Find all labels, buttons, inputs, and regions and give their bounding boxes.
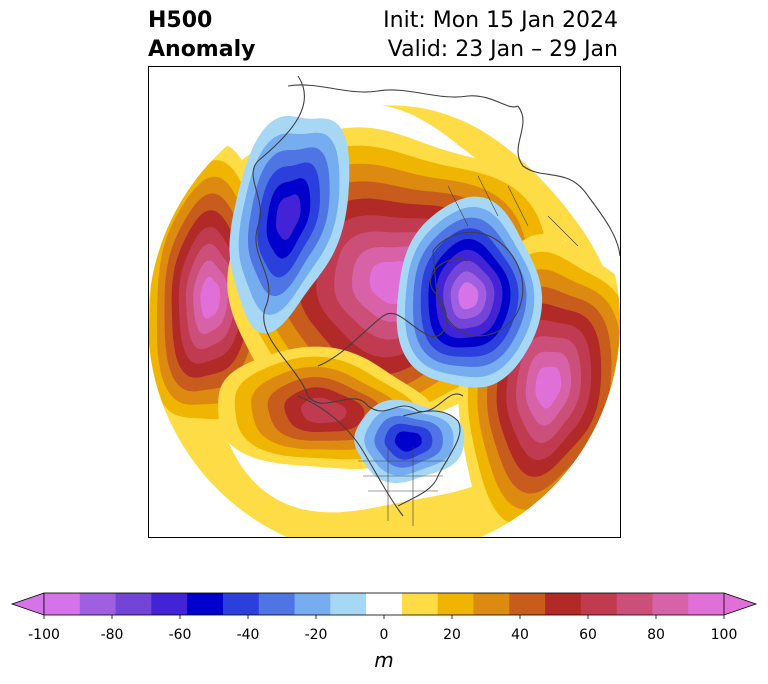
- colorbar-swatch: [509, 593, 546, 615]
- colorbar-swatch: [222, 593, 260, 615]
- colorbar-tick-label: 40: [511, 627, 529, 643]
- colorbar-label: m: [374, 648, 393, 672]
- colorbar-swatch: [652, 593, 689, 615]
- coastline-path: [287, 84, 519, 108]
- coastline-path: [252, 75, 464, 413]
- colorbar-swatches: [10, 592, 758, 616]
- colorbar-extend-low: [10, 592, 45, 616]
- coastlines: [252, 75, 621, 517]
- title-valid: Valid: 23 Jan – 29 Jan: [387, 37, 618, 62]
- coastline-path: [517, 105, 621, 257]
- title-variable: H500: [148, 8, 213, 33]
- political-borders: [358, 175, 579, 526]
- map-frame: [148, 66, 621, 538]
- colorbar-tick-label: 20: [443, 627, 461, 643]
- colorbar-tick-label: -100: [28, 627, 60, 643]
- negative-anomaly-us: [394, 431, 422, 452]
- colorbar-swatch: [366, 593, 403, 615]
- coastline-path: [432, 231, 524, 337]
- colorbar-tick-label: 80: [647, 627, 665, 643]
- negative-anomaly-siberia: [458, 282, 479, 310]
- coastline-path: [297, 395, 461, 517]
- colorbar-swatch: [545, 593, 582, 615]
- colorbar-swatch: [258, 593, 295, 615]
- colorbar-swatch: [330, 593, 367, 615]
- chart-title-left: H500 Anomaly: [148, 6, 255, 64]
- colorbar-tick-label: -80: [101, 627, 124, 643]
- colorbar-extend-high: [723, 592, 758, 616]
- colorbar-swatch: [616, 593, 653, 615]
- colorbar-swatch: [294, 593, 331, 615]
- colorbar-tick-label: 60: [579, 627, 597, 643]
- colorbar-swatch: [580, 593, 618, 615]
- colorbar-swatch: [151, 593, 188, 615]
- colorbar: -100 -80 -60 -40 -20 0 20 40 60 80 100 m: [10, 592, 758, 672]
- positive-anomaly-pacific: [200, 276, 221, 319]
- colorbar-tick-label: -40: [237, 627, 260, 643]
- colorbar-swatch: [115, 593, 152, 615]
- colorbar-tick-label: 0: [380, 627, 389, 643]
- chart-title-right: Init: Mon 15 Jan 2024 Valid: 23 Jan – 29…: [383, 6, 618, 64]
- colorbar-tick-label: -60: [169, 627, 192, 643]
- colorbar-swatch: [79, 593, 116, 615]
- colorbar-swatch: [473, 593, 510, 615]
- colorbar-swatch: [44, 593, 81, 615]
- colorbar-swatch: [688, 593, 725, 615]
- negative-anomaly-asia: [275, 194, 301, 240]
- colorbar-swatch: [187, 593, 224, 615]
- colorbar-swatch: [437, 593, 474, 615]
- positive-anomaly-atlantic: [535, 366, 562, 409]
- colorbar-tick-label: -20: [305, 627, 328, 643]
- border-path: [358, 446, 448, 526]
- coastline-path: [317, 258, 469, 367]
- colorbar-tick-label: 100: [711, 627, 738, 643]
- border-path: [447, 175, 579, 247]
- title-field: Anomaly: [148, 37, 256, 62]
- title-init: Init: Mon 15 Jan 2024: [383, 8, 618, 33]
- colorbar-ticks: -100 -80 -60 -40 -20 0 20 40 60 80 100: [28, 615, 737, 643]
- colorbar-swatch: [401, 593, 439, 615]
- anomaly-map: [148, 66, 621, 538]
